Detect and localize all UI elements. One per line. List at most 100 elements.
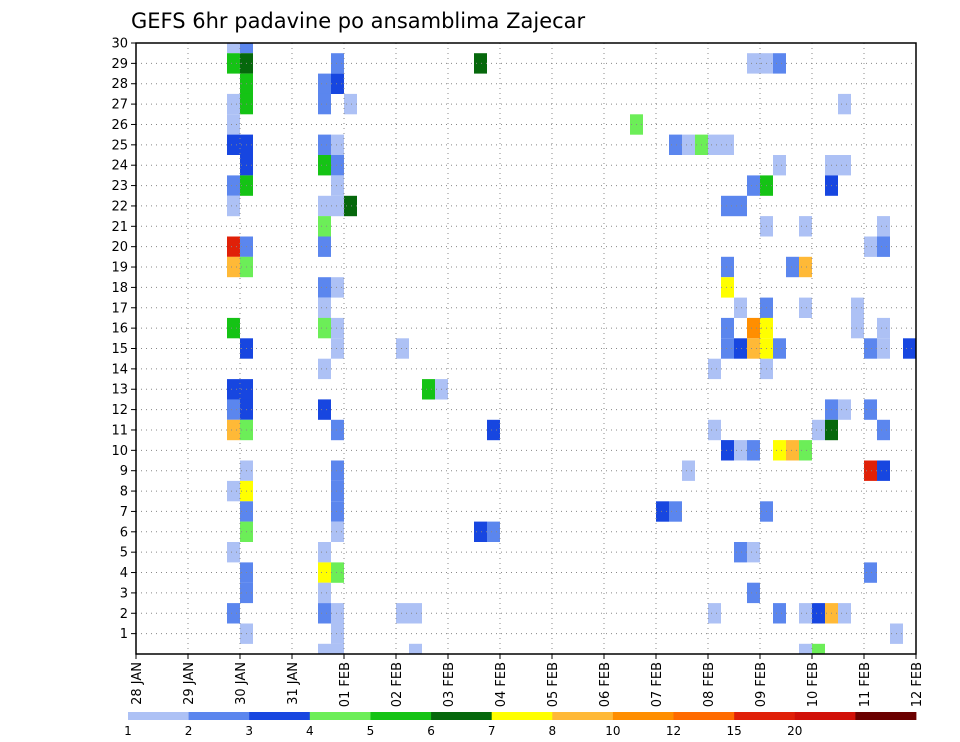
heatmap-cell [318, 317, 331, 339]
y-tick-label: 5 [120, 546, 128, 561]
legend-label: 1 [124, 724, 132, 738]
heatmap-cell [799, 440, 812, 461]
heatmap-cell [318, 582, 331, 604]
heatmap-cell [318, 643, 331, 654]
heatmap-cell [877, 419, 890, 441]
heatmap-cell [851, 317, 864, 339]
heatmap-cell [734, 195, 747, 217]
heatmap-cell [877, 460, 890, 481]
heatmap-cell [474, 521, 487, 542]
y-tick-label: 6 [120, 525, 128, 540]
heatmap-cell [747, 582, 760, 604]
heatmap-cell [669, 501, 682, 522]
heatmap-cell [851, 297, 864, 318]
heatmap-cell [734, 440, 747, 461]
heatmap-cell [344, 93, 357, 115]
heatmap-cell [864, 460, 877, 481]
heatmap-cell [747, 542, 760, 563]
heatmap-cell [747, 440, 760, 461]
legend-swatch [128, 712, 189, 720]
heatmap-cell [682, 460, 695, 481]
heatmap-cell [331, 338, 344, 359]
heatmap-cell [396, 603, 409, 624]
x-tick-label: 05 FEB [546, 662, 561, 707]
y-tick-label: 3 [120, 586, 128, 601]
legend-label: 2 [185, 724, 193, 738]
heatmap-cell [747, 53, 760, 74]
heatmap-cell [331, 155, 344, 176]
y-tick-label: 8 [120, 485, 128, 500]
legend-swatch [370, 712, 432, 720]
heatmap-cell [721, 440, 734, 461]
y-tick-label: 22 [111, 199, 128, 214]
heatmap-cell [799, 643, 812, 654]
heatmap-cell [721, 134, 734, 155]
legend-swatch [855, 712, 917, 720]
heatmap-cell [318, 562, 331, 583]
chart-title: GEFS 6hr padavine po ansamblima Zajecar [131, 9, 586, 33]
heatmap-cell [721, 338, 734, 359]
heatmap-cell [786, 256, 799, 278]
heatmap-cell [773, 155, 786, 176]
heatmap-cell [331, 317, 344, 339]
heatmap-cell [331, 501, 344, 522]
legend-label: 20 [787, 724, 802, 738]
y-tick-label: 7 [120, 505, 128, 520]
heatmap-cell [864, 562, 877, 583]
heatmap-cell [227, 53, 240, 74]
heatmap-cell [474, 53, 487, 74]
legend-swatch [188, 712, 250, 720]
heatmap-cell [331, 134, 344, 155]
heatmap-cell [227, 603, 240, 624]
heatmap-cell [812, 419, 825, 441]
heatmap-cell [864, 338, 877, 359]
heatmap-cell [838, 93, 851, 115]
heatmap-cell [487, 419, 500, 441]
legend-label: 6 [427, 724, 435, 738]
heatmap-cell [669, 134, 682, 155]
heatmap-cell [331, 419, 344, 441]
x-tick-label: 03 FEB [442, 662, 457, 707]
y-tick-label: 12 [111, 403, 128, 418]
x-tick-label: 10 FEB [806, 662, 821, 707]
heatmap-cell [318, 93, 331, 115]
heatmap-cell [786, 440, 799, 461]
x-tick-label: 02 FEB [390, 662, 405, 707]
x-tick-label: 01 FEB [338, 662, 353, 707]
heatmap-cell [318, 155, 331, 176]
heatmap-cell [903, 338, 916, 359]
heatmap-cell [331, 277, 344, 298]
heatmap-cell [227, 256, 240, 278]
heatmap-cell [318, 73, 331, 94]
y-tick-label: 17 [111, 301, 128, 316]
heatmap-cell [721, 277, 734, 298]
heatmap-cell [864, 399, 877, 420]
color-legend: 1 2 3 4 5 6 7 8 10 12 15 20 [124, 712, 917, 738]
heatmap-cell [734, 542, 747, 563]
heatmap-cell [318, 236, 331, 257]
heatmap-cell [747, 317, 760, 339]
heatmap-cell [344, 195, 357, 217]
legend-label: 15 [727, 724, 742, 738]
heatmap-cell [318, 216, 331, 237]
x-axis-ticks: 28 JAN 29 JAN 30 JAN 31 JAN 01 FEB 02 FEB 03 F… [130, 654, 925, 707]
heatmap-cell [227, 542, 240, 563]
heatmap-cell [227, 236, 240, 257]
legend-swatch [491, 712, 553, 720]
y-tick-label: 25 [111, 138, 128, 153]
y-tick-label: 18 [111, 281, 128, 296]
heatmap-cell [838, 399, 851, 420]
y-tick-label: 16 [111, 322, 128, 337]
heatmap-cell [227, 399, 240, 420]
x-tick-label: 11 FEB [858, 662, 873, 707]
heatmap-cell [838, 155, 851, 176]
y-tick-label: 27 [111, 98, 128, 113]
heatmap-cell [331, 175, 344, 196]
heatmap-cell [747, 338, 760, 359]
legend-label: 4 [306, 724, 314, 738]
y-tick-label: 15 [111, 342, 128, 357]
y-tick-label: 21 [111, 220, 128, 235]
legend-swatch [552, 712, 614, 720]
y-tick-label: 26 [111, 118, 128, 133]
heatmap-cell [734, 297, 747, 318]
